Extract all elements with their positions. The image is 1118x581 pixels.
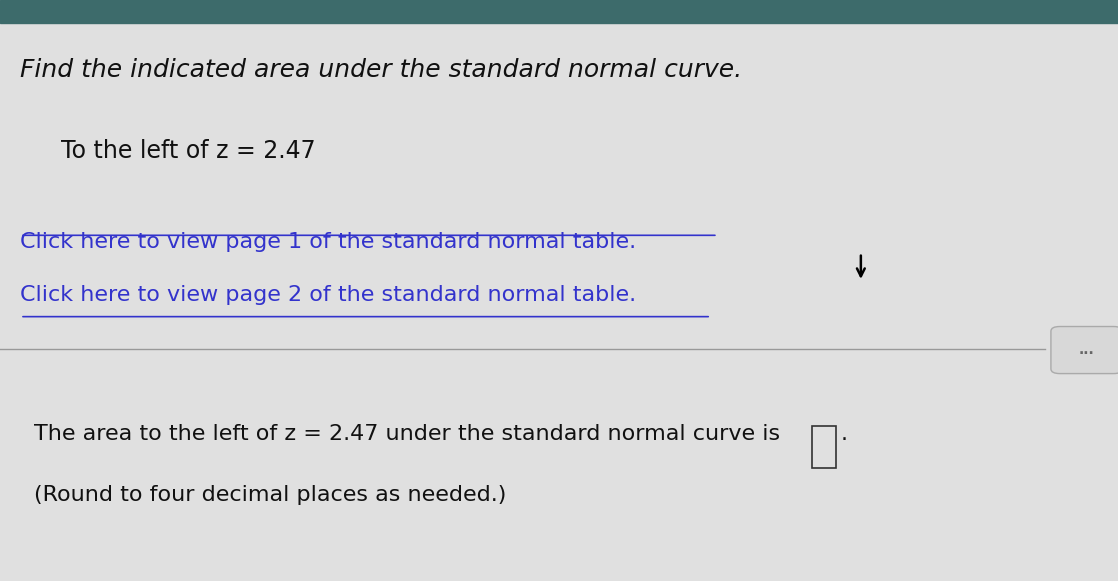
Bar — [812, 426, 836, 468]
Text: To the left of z = 2.47: To the left of z = 2.47 — [61, 139, 316, 163]
Text: The area to the left of z = 2.47 under the standard normal curve is: The area to the left of z = 2.47 under t… — [34, 424, 779, 444]
Text: Find the indicated area under the standard normal curve.: Find the indicated area under the standa… — [20, 58, 742, 82]
Text: .: . — [841, 424, 847, 444]
Text: Click here to view page 1 of the standard normal table.: Click here to view page 1 of the standar… — [20, 232, 636, 252]
Text: Click here to view page 2 of the standard normal table.: Click here to view page 2 of the standar… — [20, 285, 636, 304]
FancyBboxPatch shape — [1051, 327, 1118, 374]
Bar — [0, 0, 1118, 23]
Text: (Round to four decimal places as needed.): (Round to four decimal places as needed.… — [34, 485, 506, 505]
Text: ...: ... — [1079, 343, 1095, 357]
